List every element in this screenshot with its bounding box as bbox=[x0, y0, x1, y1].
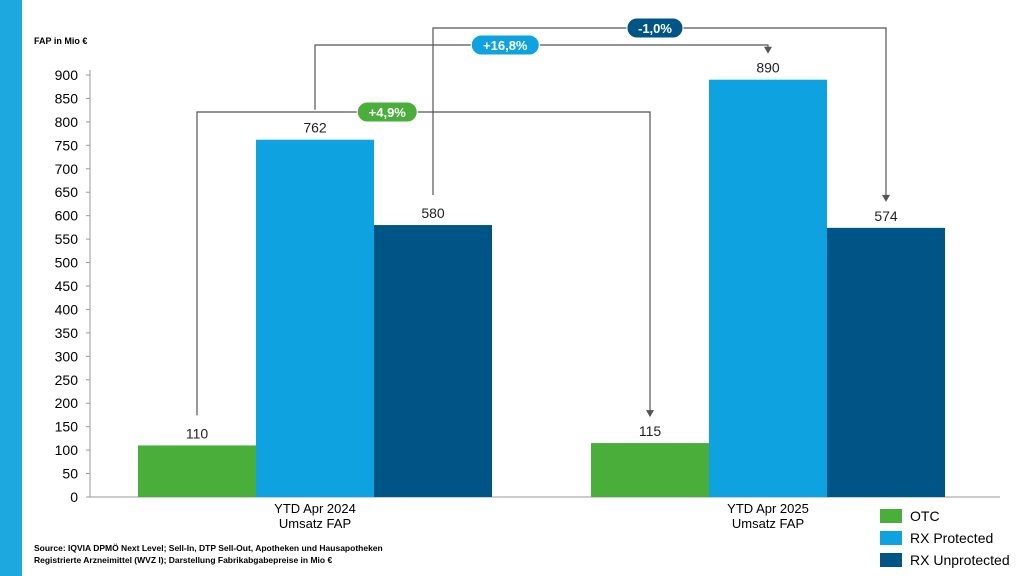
growth-badge-label: +4,9% bbox=[369, 105, 407, 120]
x-tick-label: YTD Apr 2025 bbox=[727, 501, 809, 516]
y-tick-label: 50 bbox=[62, 466, 78, 482]
bar bbox=[591, 443, 709, 497]
legend-swatch-rx-unprotected bbox=[880, 553, 902, 567]
y-tick-label: 900 bbox=[55, 67, 79, 83]
y-tick-label: 750 bbox=[55, 137, 79, 153]
y-tick-label: 150 bbox=[55, 419, 79, 435]
y-tick-label: 650 bbox=[55, 184, 79, 200]
legend-item-rx-unprotected: RX Unprotected bbox=[880, 549, 1010, 571]
legend-swatch-rx-protected bbox=[880, 531, 902, 545]
connector-arrowhead bbox=[882, 194, 890, 202]
data-label: 115 bbox=[639, 423, 662, 439]
connector-line bbox=[196, 111, 651, 416]
data-label: 890 bbox=[756, 60, 780, 76]
legend-label-rx-protected: RX Protected bbox=[910, 530, 994, 546]
bar bbox=[138, 445, 256, 497]
bar bbox=[827, 227, 945, 497]
y-tick-label: 850 bbox=[55, 90, 79, 106]
legend-label-otc: OTC bbox=[910, 508, 940, 524]
legend-swatch-otc bbox=[880, 509, 902, 523]
legend: OTC RX Protected RX Unprotected bbox=[880, 505, 1010, 571]
y-tick-label: 550 bbox=[55, 231, 79, 247]
y-tick-label: 700 bbox=[55, 161, 79, 177]
data-label: 762 bbox=[303, 120, 327, 136]
growth-badge-label: -1,0% bbox=[638, 21, 672, 36]
data-label: 574 bbox=[874, 208, 898, 224]
x-tick-label: Umsatz FAP bbox=[732, 516, 804, 531]
source-line-1: Source: IQVIA DPMÖ Next Level; Sell-In, … bbox=[34, 543, 383, 553]
y-tick-label: 450 bbox=[55, 278, 79, 294]
y-tick-label: 200 bbox=[55, 395, 79, 411]
y-tick-label: 250 bbox=[55, 372, 79, 388]
x-tick-label: Umsatz FAP bbox=[279, 516, 351, 531]
y-axis-label: FAP in Mio € bbox=[34, 36, 88, 46]
growth-badge-label: +16,8% bbox=[483, 38, 528, 53]
data-label: 110 bbox=[186, 425, 209, 441]
growth-badge bbox=[356, 101, 418, 123]
accent-side-bar bbox=[0, 0, 22, 576]
legend-item-rx-protected: RX Protected bbox=[880, 527, 1010, 549]
y-tick-label: 400 bbox=[55, 301, 79, 317]
source-note: Source: IQVIA DPMÖ Next Level; Sell-In, … bbox=[34, 542, 383, 566]
bar bbox=[256, 139, 374, 497]
y-tick-label: 100 bbox=[55, 442, 79, 458]
legend-item-otc: OTC bbox=[880, 505, 1010, 527]
connector-line bbox=[314, 44, 769, 110]
legend-label-rx-unprotected: RX Unprotected bbox=[910, 552, 1010, 568]
bar bbox=[709, 79, 827, 497]
connector-arrowhead bbox=[764, 46, 772, 54]
growth-badge bbox=[470, 34, 540, 56]
y-tick-label: 300 bbox=[55, 348, 79, 364]
bar bbox=[374, 225, 492, 498]
growth-badge bbox=[626, 17, 684, 39]
data-label: 580 bbox=[421, 205, 445, 221]
source-line-2: Registrierte Arzneimittel (WVZ I); Darst… bbox=[34, 555, 333, 565]
y-tick-label: 0 bbox=[70, 489, 78, 505]
y-tick-label: 600 bbox=[55, 208, 79, 224]
y-tick-label: 500 bbox=[55, 255, 79, 271]
connector-arrowhead bbox=[646, 410, 654, 418]
y-tick-label: 800 bbox=[55, 114, 79, 130]
y-tick-label: 350 bbox=[55, 325, 79, 341]
x-tick-label: YTD Apr 2024 bbox=[274, 501, 356, 516]
